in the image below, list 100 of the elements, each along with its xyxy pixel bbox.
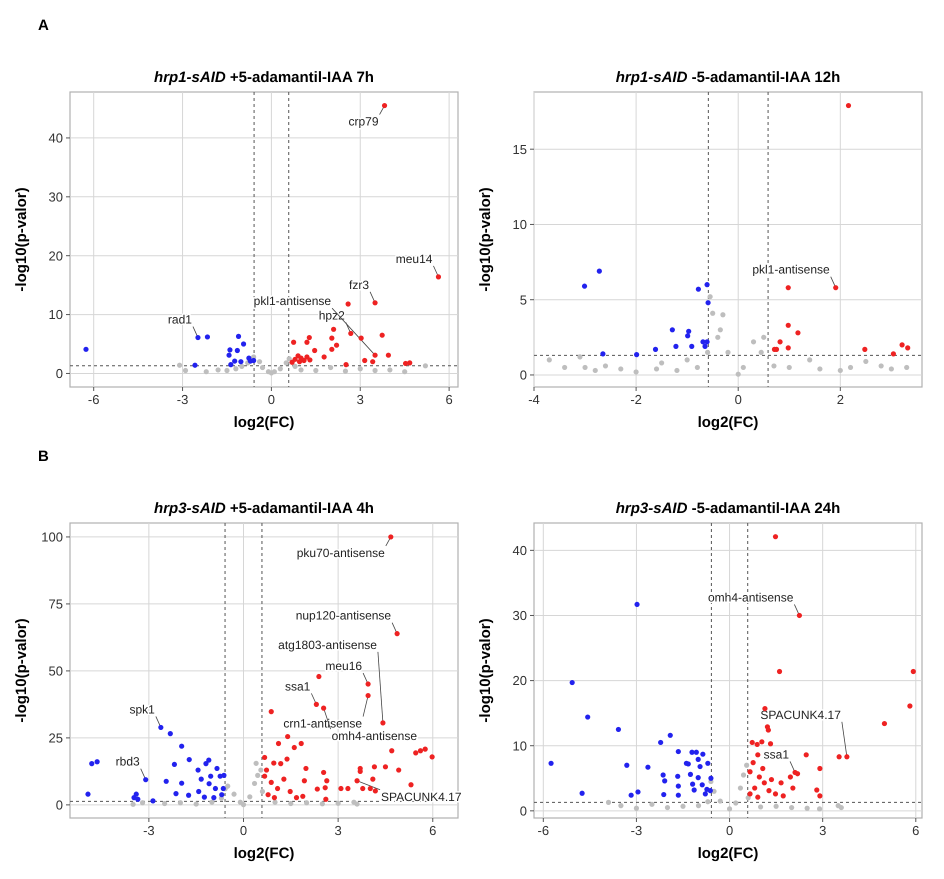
x-tick-label: 3	[356, 392, 364, 407]
point	[786, 345, 791, 350]
y-tick-label: 20	[512, 673, 527, 688]
point	[346, 301, 351, 307]
point	[704, 350, 710, 355]
annotation: rad1	[168, 312, 192, 327]
point	[676, 792, 681, 798]
point	[182, 368, 188, 374]
point	[329, 346, 334, 352]
point	[738, 785, 744, 791]
point	[194, 801, 199, 807]
point	[158, 724, 164, 730]
point	[338, 786, 344, 792]
point	[328, 364, 334, 370]
point	[747, 769, 753, 774]
point	[862, 346, 868, 352]
annotation: ssa1	[764, 747, 790, 762]
point	[202, 794, 207, 800]
point	[750, 760, 756, 766]
x-tick-label: -3	[630, 823, 642, 838]
point	[634, 806, 640, 811]
chart-title: hrp3-sAID -5-adamantil-IAA 24h	[616, 500, 840, 517]
point	[418, 748, 424, 754]
point	[600, 351, 606, 356]
annotation: ssa1	[285, 679, 311, 694]
point	[323, 796, 328, 802]
point	[772, 534, 778, 540]
point	[786, 322, 791, 328]
point	[195, 767, 201, 773]
point	[804, 752, 809, 758]
point	[203, 761, 209, 766]
point	[372, 300, 378, 306]
point	[285, 734, 290, 740]
point	[162, 800, 168, 806]
x-axis-title: log2(FC)	[234, 414, 294, 431]
point	[570, 680, 575, 686]
point	[740, 364, 746, 370]
point	[173, 791, 179, 796]
point	[366, 692, 371, 698]
point	[768, 776, 774, 782]
point	[288, 800, 294, 806]
x-tick-label: -3	[176, 392, 188, 407]
point	[238, 359, 244, 364]
point	[252, 780, 258, 786]
point	[759, 739, 764, 744]
annotation: SPACUNK4.17	[760, 708, 842, 722]
point	[227, 347, 233, 353]
point	[143, 777, 148, 782]
point	[882, 720, 888, 726]
x-tick-label: 0	[734, 392, 742, 407]
x-tick-label: -4	[528, 392, 540, 407]
point	[232, 358, 238, 364]
point	[740, 772, 746, 778]
y-tick-label: 75	[48, 596, 63, 612]
point	[234, 348, 240, 354]
point	[329, 336, 334, 341]
point	[231, 792, 237, 797]
point	[176, 362, 182, 368]
point	[394, 631, 400, 636]
point	[685, 333, 690, 338]
point	[284, 756, 290, 762]
point	[298, 740, 304, 746]
point	[140, 800, 146, 806]
point	[372, 764, 378, 770]
y-axis-title: -log10(p-valor)	[477, 187, 494, 292]
point	[206, 781, 212, 786]
point	[268, 780, 274, 785]
point	[342, 368, 348, 374]
point	[240, 802, 246, 808]
point	[168, 731, 173, 736]
point	[262, 774, 268, 779]
point	[618, 803, 624, 808]
point	[660, 772, 666, 778]
y-tick-label: 40	[512, 542, 527, 558]
point	[755, 794, 760, 800]
point	[316, 674, 322, 680]
x-axis-title: log2(FC)	[698, 845, 758, 862]
point	[301, 358, 307, 364]
point	[304, 340, 310, 345]
point	[778, 780, 784, 786]
y-tick-label: 5	[520, 292, 527, 308]
point	[304, 800, 310, 806]
point	[89, 761, 94, 766]
point	[794, 771, 800, 776]
point	[219, 792, 224, 798]
point	[752, 785, 758, 791]
point	[708, 294, 713, 300]
point	[582, 284, 588, 289]
point	[215, 367, 221, 373]
point	[772, 791, 778, 797]
point	[686, 328, 692, 334]
point	[760, 766, 766, 772]
point	[750, 339, 756, 344]
point	[303, 766, 309, 772]
point	[700, 782, 705, 788]
point	[179, 780, 184, 786]
point	[796, 612, 802, 618]
point	[178, 800, 184, 806]
point	[370, 359, 376, 364]
point	[292, 364, 298, 369]
